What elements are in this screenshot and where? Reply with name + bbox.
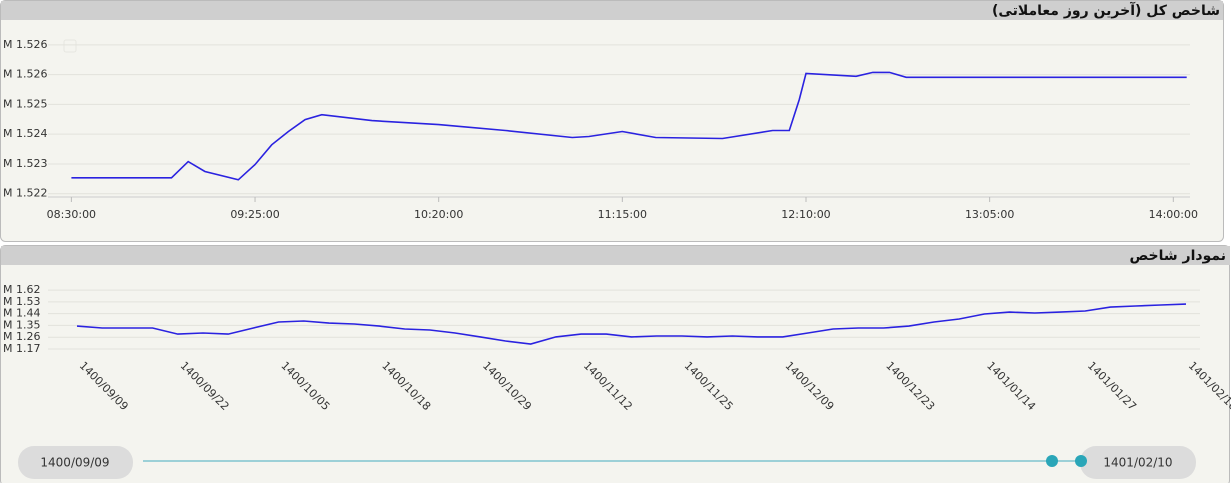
range-start[interactable] — [18, 446, 133, 479]
y-tick-label: M 1.44 — [3, 307, 40, 320]
panel-title: شاخص کل (آخرین روز معاملاتی) — [992, 1, 1220, 19]
range-end[interactable] — [1080, 446, 1196, 479]
y-tick-label: M 1.526 — [3, 68, 47, 81]
x-tick-label: 13:05:00 — [965, 208, 1014, 221]
y-tick-label: M 1.526 — [3, 38, 47, 51]
range-handle[interactable] — [1046, 455, 1058, 467]
range-handle[interactable] — [1075, 455, 1087, 467]
icon — [63, 39, 77, 53]
range-end-label: 1401/02/10 — [1103, 456, 1172, 470]
y-tick-label: M 1.26 — [3, 330, 40, 343]
x-tick-label: 08:30:00 — [47, 208, 96, 221]
y-tick-label: M 1.17 — [3, 342, 40, 355]
line-series — [71, 71, 1187, 181]
y-tick-label: M 1.523 — [3, 157, 47, 170]
x-tick-label: 10:20:00 — [414, 208, 463, 221]
range-start-label: 1400/09/09 — [40, 456, 109, 470]
x-tick-label: 12:10:00 — [781, 208, 830, 221]
y-tick-label: M 1.522 — [3, 187, 47, 200]
x-tick-label: 09:25:00 — [230, 208, 279, 221]
y-tick-label: M 1.62 — [3, 283, 40, 296]
panel-title: نمودار شاخص — [1129, 248, 1226, 264]
y-tick-label: M 1.53 — [3, 295, 40, 308]
y-tick-label: M 1.35 — [3, 318, 40, 331]
panel-header — [1, 246, 1230, 265]
y-tick-label: M 1.524 — [3, 127, 47, 140]
panel-header — [1, 1, 1223, 20]
line-series — [76, 303, 1187, 345]
panel — [0, 0, 1224, 242]
x-tick-label: 11:15:00 — [598, 208, 647, 221]
y-tick-label: M 1.525 — [3, 97, 47, 110]
x-tick-label: 14:00:00 — [1149, 208, 1198, 221]
